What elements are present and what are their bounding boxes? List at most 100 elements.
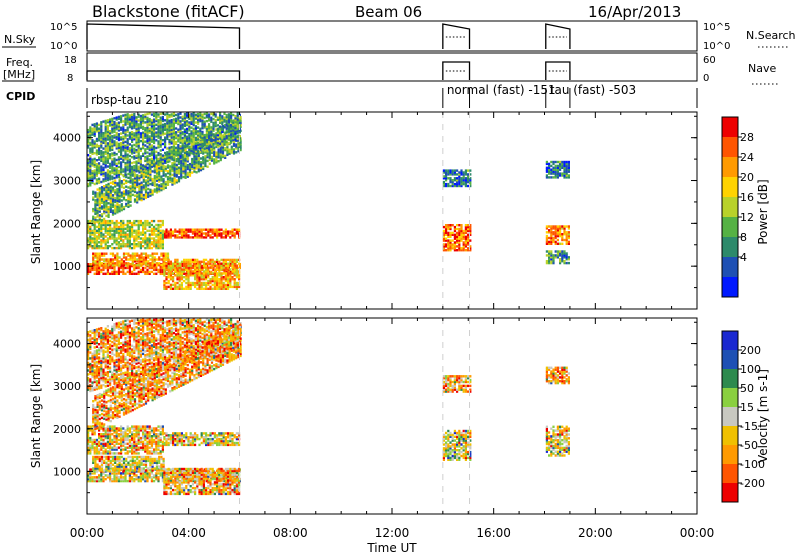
data-cell: [554, 160, 557, 164]
data-cell: [118, 264, 121, 267]
data-cell: [458, 231, 461, 235]
data-cell: [456, 233, 459, 236]
data-cell: [227, 232, 230, 235]
data-cell: [217, 148, 220, 151]
data-cell: [218, 268, 221, 271]
data-cell: [129, 194, 132, 198]
data-cell: [98, 206, 101, 209]
data-cell: [232, 136, 235, 140]
data-cell: [552, 166, 555, 169]
data-cell: [120, 128, 123, 131]
data-cell: [219, 125, 222, 128]
data-cell: [91, 158, 94, 161]
data-cell: [175, 179, 178, 182]
data-cell: [115, 229, 118, 232]
data-cell: [458, 247, 461, 250]
data-cell: [125, 202, 128, 206]
data-cell: [115, 126, 118, 129]
data-cell: [161, 479, 164, 483]
data-cell: [100, 171, 103, 174]
data-cell: [107, 455, 110, 459]
data-cell: [94, 260, 97, 263]
data-cell: [109, 237, 112, 240]
data-cell: [186, 171, 189, 175]
data-cell: [183, 262, 186, 265]
data-cell: [150, 476, 153, 479]
data-cell: [220, 228, 223, 231]
data-cell: [184, 172, 187, 176]
data-cell: [131, 479, 134, 483]
data-cell: [138, 176, 141, 180]
data-cell: [442, 177, 445, 180]
data-cell: [98, 268, 101, 272]
data-cell: [445, 179, 448, 182]
data-cell: [161, 474, 164, 477]
data-cell: [87, 225, 90, 229]
data-cell: [198, 276, 201, 279]
data-cell: [150, 132, 153, 136]
data-cell: [144, 148, 147, 151]
data-cell: [227, 130, 230, 133]
data-cell: [467, 169, 470, 172]
data-cell: [128, 125, 131, 129]
data-cell: [462, 229, 465, 233]
data-cell: [148, 223, 151, 227]
data-cell: [201, 138, 204, 141]
data-cell: [225, 470, 228, 473]
data-cell: [210, 112, 213, 116]
data-cell: [190, 151, 193, 154]
data-cell: [117, 478, 120, 481]
data-cell: [133, 474, 136, 477]
data-cell: [157, 113, 160, 116]
data-cell: [227, 287, 230, 290]
data-cell: [227, 258, 230, 262]
data-cell: [148, 141, 151, 144]
data-cell: [211, 230, 214, 233]
data-cell: [94, 256, 97, 259]
data-cell: [186, 137, 189, 140]
data-cell: [220, 234, 223, 237]
data-cell: [179, 149, 182, 152]
data-cell: [451, 179, 454, 182]
data-cell: [191, 228, 194, 231]
data-cell: [157, 136, 160, 139]
data-cell: [100, 221, 103, 225]
data-cell: [567, 168, 570, 171]
data-cell: [150, 161, 153, 164]
data-cell: [122, 467, 126, 470]
data-cell: [157, 153, 160, 157]
data-cell: [100, 264, 104, 267]
data-cell: [449, 169, 452, 172]
data-cell: [144, 231, 147, 234]
data-cell: [222, 281, 225, 285]
data-cell: [166, 175, 170, 179]
data-cell: [221, 155, 225, 159]
data-cell: [137, 476, 140, 479]
data-cell: [118, 262, 121, 265]
data-cell: [181, 470, 184, 473]
data-cell: [104, 474, 107, 477]
data-cell: [563, 238, 566, 242]
data-cell: [87, 472, 90, 475]
data-cell: [216, 131, 219, 135]
data-cell: [209, 258, 212, 262]
data-cell: [195, 155, 198, 159]
data-cell: [230, 147, 233, 150]
freq-tick-high: 18: [64, 55, 77, 66]
data-cell: [232, 142, 236, 145]
data-cell: [126, 113, 129, 116]
data-cell: [107, 463, 110, 466]
data-cell: [118, 200, 121, 203]
data-cell: [129, 179, 132, 182]
data-cell: [142, 125, 145, 129]
data-cell: [131, 186, 134, 189]
data-cell: [183, 115, 186, 118]
data-cell: [135, 235, 138, 238]
data-cell: [131, 119, 134, 122]
data-cell: [93, 268, 96, 272]
data-cell: [200, 230, 203, 233]
data-cell: [122, 143, 125, 146]
data-cell: [467, 184, 470, 188]
data-cell: [95, 237, 98, 240]
data-cell: [565, 234, 568, 238]
